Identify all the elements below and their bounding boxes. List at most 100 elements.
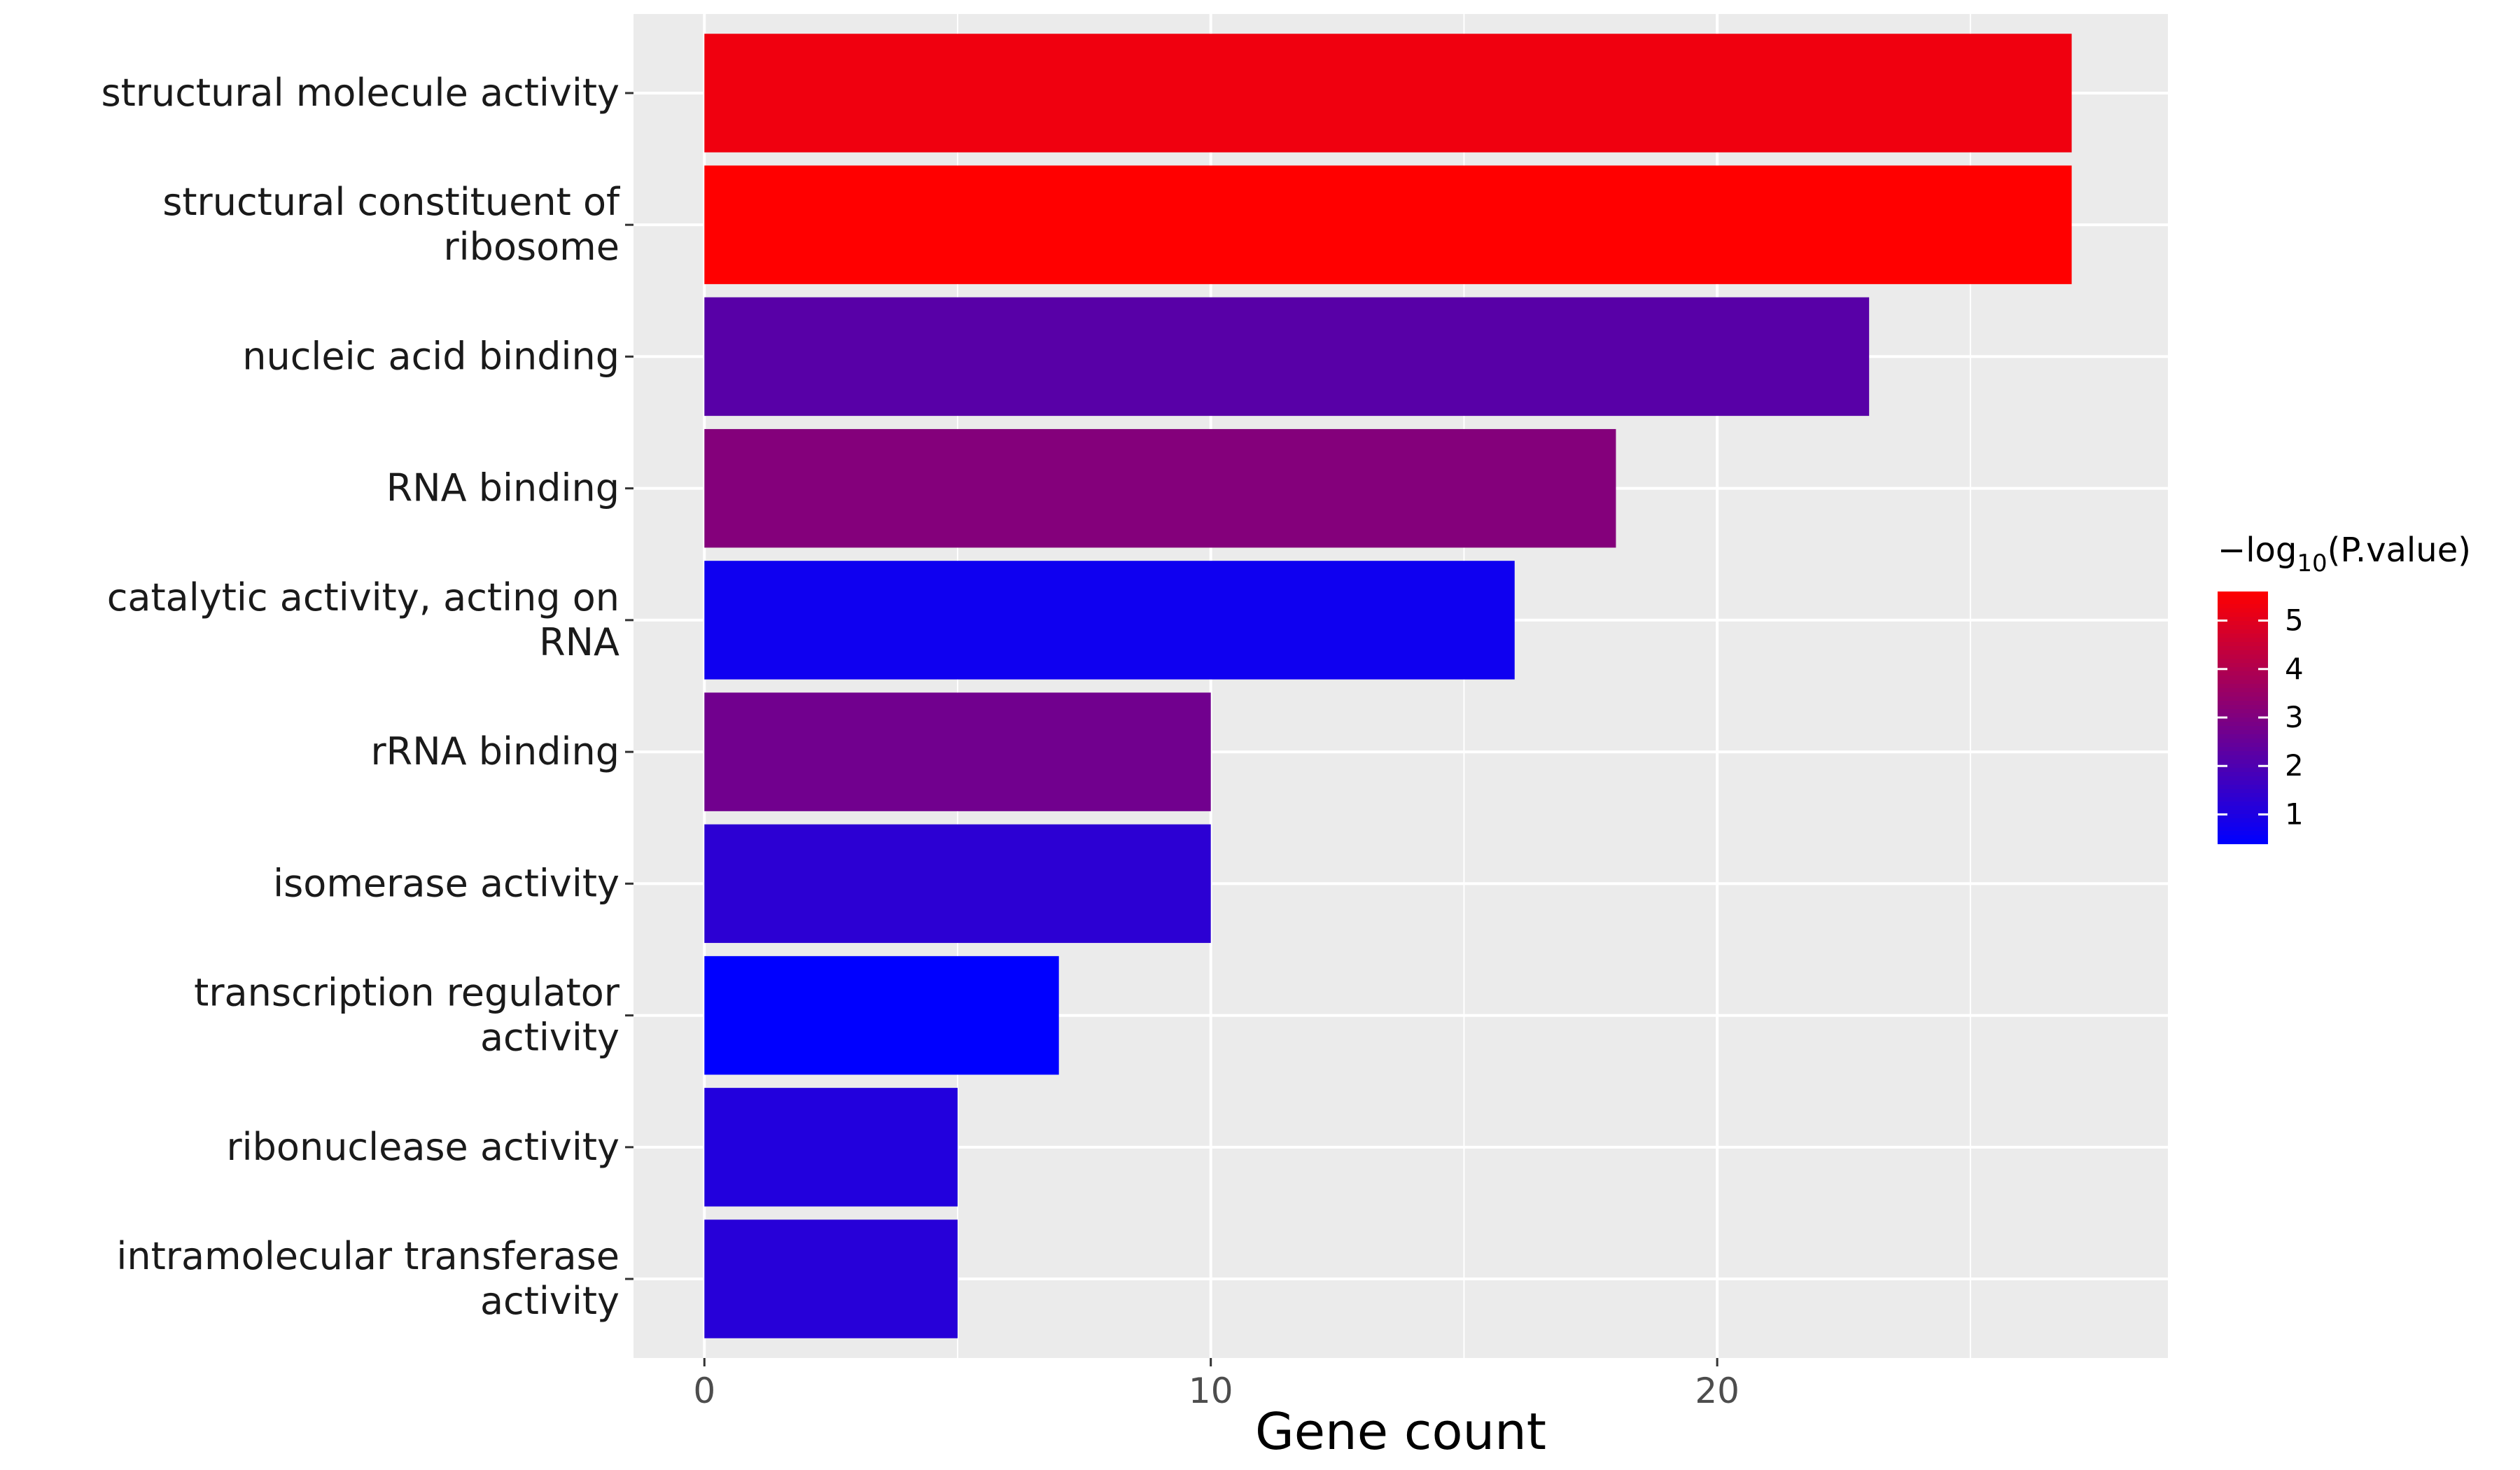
legend-color-segment [2218,730,2268,735]
legend-tick-label: 1 [2285,797,2304,831]
bar [704,824,1211,944]
legend-color-segment [2218,747,2268,752]
legend-color-segment [2218,650,2268,655]
legend-color-segment [2218,839,2268,844]
legend-color-segment [2218,810,2268,815]
legend-color-segment [2218,814,2268,819]
legend-color-segment [2218,688,2268,693]
category-label: nucleic acid binding [242,334,620,378]
legend-color-segment [2218,793,2268,798]
legend-color-segment [2218,822,2268,827]
bar [704,1219,958,1338]
category-labels: structural molecule activity structural c… [102,71,634,1323]
bar [704,561,1515,680]
legend-color-segment [2218,654,2268,659]
legend-color-segment [2218,617,2268,622]
legend-colorbar [2218,592,2268,844]
legend-color-segment [2218,738,2268,743]
category-label: isomerase activity [273,861,620,905]
category-label: activity [480,1016,620,1060]
legend-title-subscript: 10 [2297,550,2327,578]
legend-color-segment [2218,625,2268,630]
legend-color-segment [2218,722,2268,727]
category-label: rRNA binding [370,729,620,774]
legend-color-segment [2218,789,2268,794]
legend-color-segment [2218,671,2268,676]
legend-color-segment [2218,726,2268,731]
legend-color-segment [2218,713,2268,718]
legend-color-segment [2218,768,2268,773]
legend-color-segment [2218,612,2268,617]
legend-color-segment [2218,827,2268,832]
legend-color-segment [2218,709,2268,714]
legend-color-segment [2218,634,2268,638]
legend-tick-label: 5 [2285,603,2304,638]
legend-color-segment [2218,760,2268,764]
legend-color-segment [2218,701,2268,706]
legend-color-segment [2218,831,2268,836]
category-label: activity [480,1279,620,1323]
category-label: transcription regulator [194,971,620,1015]
bar [704,165,2072,284]
legend-color-segment [2218,751,2268,756]
legend-color-segment [2218,785,2268,790]
bar [704,955,1059,1075]
legend-color-segment [2218,638,2268,643]
bar [704,428,1616,548]
category-label: structural constituent of [162,180,621,224]
legend-title-suffix: (P.value) [2328,531,2471,570]
legend-color-segment [2218,592,2268,596]
legend-color-segment [2218,680,2268,685]
legend-color-segment [2218,596,2268,601]
x-axis: 0 10 20 [693,1358,1740,1411]
legend-color-segment [2218,663,2268,668]
x-tick-label: 10 [1189,1371,1233,1411]
legend-color-segment [2218,659,2268,664]
legend-color-segment [2218,608,2268,613]
legend-color-segment [2218,642,2268,647]
legend-title: −log10(P.value) [2218,531,2471,578]
bar [704,34,2072,153]
category-label: catalytic activity, acting on [107,575,620,620]
legend-tick-label: 3 [2285,700,2304,734]
legend-color-segment [2218,604,2268,609]
legend-color-segment [2218,676,2268,680]
category-label: RNA binding [386,466,620,510]
legend-color-segment [2218,600,2268,605]
legend-color-segment [2218,692,2268,697]
legend-tick-label: 2 [2285,748,2304,783]
legend-color-segment [2218,629,2268,634]
legend-color-segment [2218,705,2268,710]
legend-color-segment [2218,835,2268,840]
legend-ticks: 1 2 3 4 5 [2218,603,2304,831]
category-label: ribosome [443,225,620,269]
legend-color-segment [2218,755,2268,760]
legend-color-segment [2218,743,2268,748]
legend-color-segment [2218,802,2268,806]
category-label: structural molecule activity [102,71,620,115]
bar [704,297,1870,416]
bar [704,1088,958,1207]
legend-color-segment [2218,696,2268,701]
bars [704,34,2072,1338]
legend-color-segment [2218,764,2268,769]
legend-color-segment [2218,684,2268,689]
legend-color-segment [2218,797,2268,802]
legend-color-segment [2218,776,2268,781]
x-axis-title: Gene count [1255,1402,1546,1461]
x-tick-label: 0 [693,1371,715,1411]
legend-color-segment [2218,818,2268,823]
legend-color-segment [2218,646,2268,651]
legend-color-segment [2218,734,2268,739]
legend-color-segment [2218,780,2268,785]
category-label: RNA [539,620,620,664]
bar [704,692,1211,811]
legend-color-segment [2218,621,2268,626]
category-label: ribonuclease activity [226,1125,620,1169]
legend-tick-label: 4 [2285,652,2304,686]
color-legend: −log10(P.value) 1 2 3 4 5 [2218,531,2471,844]
legend-color-segment [2218,718,2268,722]
category-label: intramolecular transferase [116,1234,620,1278]
x-tick-label: 20 [1695,1371,1740,1411]
